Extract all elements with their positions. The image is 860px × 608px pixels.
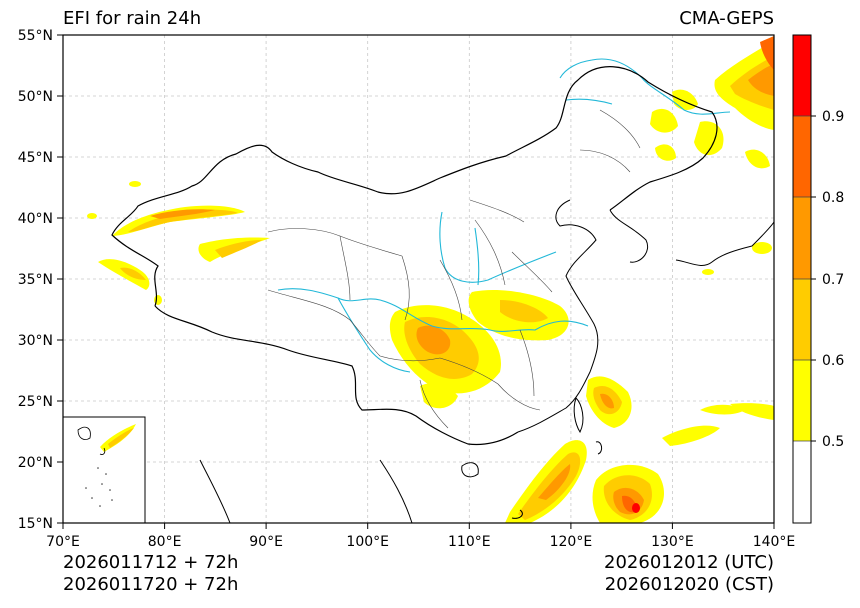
colorbar-segment xyxy=(793,441,811,523)
lat-tick-label: 35°N xyxy=(18,272,53,288)
country-borders xyxy=(111,66,718,446)
colorbar-label: 0.7 xyxy=(822,272,844,288)
lat-tick-label: 45°N xyxy=(18,150,53,166)
inset-map xyxy=(63,416,146,523)
lon-tick-label: 130°E xyxy=(651,534,694,550)
colorbar-segment xyxy=(793,35,811,116)
colorbar-label: 0.8 xyxy=(822,190,844,206)
init-time-utc: 2026011712 + 72h xyxy=(63,552,239,573)
colorbar: 0.5 0.6 0.7 0.8 0.9 xyxy=(792,34,844,524)
lat-tick-label: 50°N xyxy=(18,89,53,105)
model-name: CMA-GEPS xyxy=(679,8,774,29)
lon-tick-label: 80°E xyxy=(148,534,182,550)
lat-tick-label: 30°N xyxy=(18,333,53,349)
lon-tick-label: 90°E xyxy=(249,534,283,550)
axis-ticks xyxy=(57,34,775,529)
colorbar-label: 0.6 xyxy=(822,353,844,369)
lat-tick-label: 40°N xyxy=(18,211,53,227)
lon-tick-label: 100°E xyxy=(346,534,389,550)
lon-tick-label: 120°E xyxy=(550,534,593,550)
colorbar-label: 0.5 xyxy=(822,434,844,450)
lat-tick-label: 15°N xyxy=(18,516,53,532)
lat-tick-label: 55°N xyxy=(18,28,53,44)
lat-tick-labels: 15°N 20°N 25°N 30°N 35°N 40°N 45°N 50°N … xyxy=(18,28,53,532)
colorbar-segment xyxy=(793,197,811,279)
colorbar-label: 0.9 xyxy=(822,109,844,125)
lon-tick-label: 140°E xyxy=(753,534,796,550)
colorbar-segment xyxy=(793,360,811,441)
lon-tick-labels: 70°E 80°E 90°E 100°E 110°E 120°E 130°E 1… xyxy=(46,534,795,550)
lon-tick-label: 70°E xyxy=(46,534,80,550)
valid-time-cst: 2026012020 (CST) xyxy=(604,574,774,595)
gridlines xyxy=(63,35,774,523)
init-time-cst: 2026011720 + 72h xyxy=(63,574,239,595)
efi-shading xyxy=(87,36,774,523)
colorbar-segment xyxy=(793,279,811,360)
map-title: EFI for rain 24h xyxy=(63,8,202,29)
province-borders xyxy=(267,109,641,429)
lat-tick-label: 25°N xyxy=(18,394,53,410)
lon-tick-label: 110°E xyxy=(448,534,491,550)
coastline xyxy=(199,199,774,523)
lat-tick-label: 20°N xyxy=(18,455,53,471)
rivers xyxy=(277,58,731,373)
valid-time-utc: 2026012012 (UTC) xyxy=(604,552,774,573)
colorbar-segment xyxy=(793,116,811,197)
